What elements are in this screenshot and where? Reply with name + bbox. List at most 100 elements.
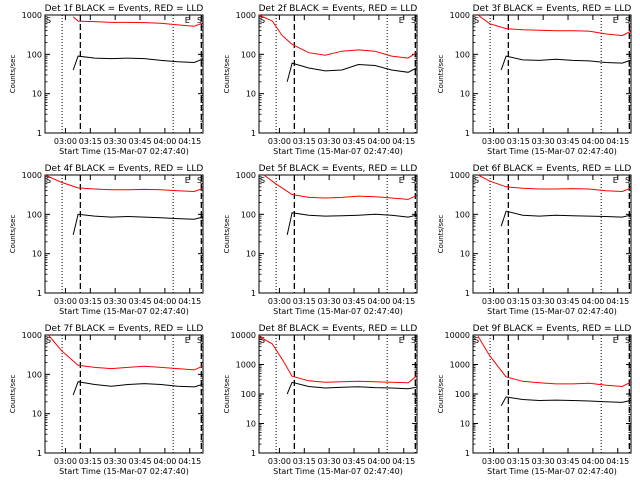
x-tick-label: 03:00 xyxy=(268,137,291,146)
x-axis-label: Start Time (15-Mar-07 02:47:40) xyxy=(59,147,189,156)
y-axis-label: Counts/sec xyxy=(437,375,445,414)
series-line-events xyxy=(286,381,417,395)
x-axis-label: Start Time (15-Mar-07 02:47:40) xyxy=(487,307,617,316)
series-line-lld xyxy=(258,14,417,59)
y-tick-label: 100 xyxy=(27,210,42,219)
x-tick-label: 03:00 xyxy=(482,137,505,146)
plot-frame xyxy=(258,334,418,454)
x-tick-label: 03:30 xyxy=(104,297,127,306)
x-tick-label: 03:45 xyxy=(128,137,151,146)
y-tick-label: 100 xyxy=(241,390,256,399)
y-tick-label: 100 xyxy=(241,210,256,219)
chart-title: Det 9f BLACK = Events, RED = LLD xyxy=(473,324,632,334)
x-tick-label: 03:30 xyxy=(318,297,341,306)
x-axis-label: Start Time (15-Mar-07 02:47:40) xyxy=(59,307,189,316)
x-tick-label: 03:15 xyxy=(79,297,102,306)
x-tick-label: 03:00 xyxy=(54,297,77,306)
panel-det-2: Det 2f BLACK = Events, RED = LLD 1 10 100 10… xyxy=(223,4,418,156)
marker-label-start-2: S xyxy=(197,176,202,185)
panel-det-5: Det 5f BLACK = Events, RED = LLD 1 10 100 10… xyxy=(223,164,418,316)
chart-title: Det 4f BLACK = Events, RED = LLD xyxy=(45,164,204,174)
series-line-events xyxy=(286,212,417,236)
y-tick-label: 1000 xyxy=(450,11,470,20)
x-tick-label: 04:00 xyxy=(153,457,176,466)
plot-frame xyxy=(258,14,418,134)
y-tick-label: 1000 xyxy=(236,11,256,20)
plot-frame xyxy=(44,14,204,134)
series-line-events xyxy=(500,55,631,71)
y-tick-label: 1 xyxy=(465,289,470,298)
y-tick-label: 10 xyxy=(32,250,42,259)
marker-label-start: S xyxy=(260,176,265,185)
x-tick-label: 04:15 xyxy=(606,137,629,146)
series-line-events xyxy=(500,396,631,406)
panel-det-9: Det 9f BLACK = Events, RED = LLD 1 10 100 10… xyxy=(437,324,632,476)
x-tick-label: 04:15 xyxy=(178,457,201,466)
panel-det-3: Det 3f BLACK = Events, RED = LLD 1 10 100 10… xyxy=(437,4,632,156)
series-line-lld xyxy=(44,174,203,193)
marker-label-end: E xyxy=(185,16,190,25)
marker-label-start: S xyxy=(474,336,479,345)
y-tick-label: 10000 xyxy=(231,331,256,340)
marker-label-start-2: S xyxy=(197,336,202,345)
marker-label-end: E xyxy=(613,336,618,345)
y-tick-label: 10 xyxy=(460,250,470,259)
x-tick-label: 04:00 xyxy=(153,297,176,306)
chart-title: Det 3f BLACK = Events, RED = LLD xyxy=(473,4,632,14)
x-tick-label: 03:00 xyxy=(268,457,291,466)
x-axis-label: Start Time (15-Mar-07 02:47:40) xyxy=(487,467,617,476)
marker-label-end: E xyxy=(613,176,618,185)
marker-label-start-2: S xyxy=(625,16,630,25)
x-axis-label: Start Time (15-Mar-07 02:47:40) xyxy=(273,147,403,156)
y-tick-label: 1 xyxy=(251,129,256,138)
plot-frame xyxy=(44,334,204,454)
marker-label-start-2: S xyxy=(625,336,630,345)
series-line-lld xyxy=(477,14,631,37)
series-line-events xyxy=(72,381,203,396)
y-tick-label: 10 xyxy=(246,90,256,99)
x-tick-label: 03:00 xyxy=(482,297,505,306)
y-tick-label: 100 xyxy=(27,370,42,379)
x-tick-label: 04:00 xyxy=(367,297,390,306)
x-tick-label: 04:00 xyxy=(581,457,604,466)
series-line-events xyxy=(72,55,203,71)
y-tick-label: 10 xyxy=(32,90,42,99)
chart-title: Det 1f BLACK = Events, RED = LLD xyxy=(45,4,204,14)
x-tick-label: 03:45 xyxy=(342,457,365,466)
x-tick-label: 03:45 xyxy=(556,457,579,466)
panel-det-1: Det 1f BLACK = Events, RED = LLD 1 10 100 10… xyxy=(9,4,204,156)
x-tick-label: 04:00 xyxy=(367,137,390,146)
y-tick-label: 1 xyxy=(37,289,42,298)
panel-det-7: Det 7f BLACK = Events, RED = LLD 1 10 100 10… xyxy=(9,324,204,476)
x-axis-label: Start Time (15-Mar-07 02:47:40) xyxy=(487,147,617,156)
x-tick-label: 03:00 xyxy=(482,457,505,466)
panel-det-4: Det 4f BLACK = Events, RED = LLD 1 10 100 10… xyxy=(9,164,204,316)
x-tick-label: 04:00 xyxy=(153,137,176,146)
x-tick-label: 03:30 xyxy=(532,137,555,146)
y-axis-label: Counts/sec xyxy=(9,55,17,94)
x-tick-label: 03:15 xyxy=(79,457,102,466)
plot-frame xyxy=(258,174,418,294)
marker-label-end: E xyxy=(613,16,618,25)
x-axis-label: Start Time (15-Mar-07 02:47:40) xyxy=(59,467,189,476)
y-axis-label: Counts/sec xyxy=(437,215,445,254)
marker-label-start: S xyxy=(46,176,51,185)
y-tick-label: 100 xyxy=(455,210,470,219)
plot-frame xyxy=(44,174,204,294)
marker-label-start: S xyxy=(260,336,265,345)
chart-title: Det 8f BLACK = Events, RED = LLD xyxy=(259,324,418,334)
x-tick-label: 03:30 xyxy=(532,297,555,306)
chart-title: Det 7f BLACK = Events, RED = LLD xyxy=(45,324,204,334)
panel-det-8: Det 8f BLACK = Events, RED = LLD 1 10 100 10… xyxy=(223,324,418,476)
marker-label-start: S xyxy=(474,16,479,25)
y-tick-label: 10 xyxy=(460,90,470,99)
x-tick-label: 03:00 xyxy=(268,297,291,306)
marker-label-start-2: S xyxy=(197,16,202,25)
y-axis-label: Counts/sec xyxy=(9,375,17,414)
y-tick-label: 1 xyxy=(37,129,42,138)
series-line-events xyxy=(72,213,203,236)
x-tick-label: 03:45 xyxy=(556,297,579,306)
x-tick-label: 03:30 xyxy=(104,457,127,466)
y-axis-label: Counts/sec xyxy=(223,215,231,254)
